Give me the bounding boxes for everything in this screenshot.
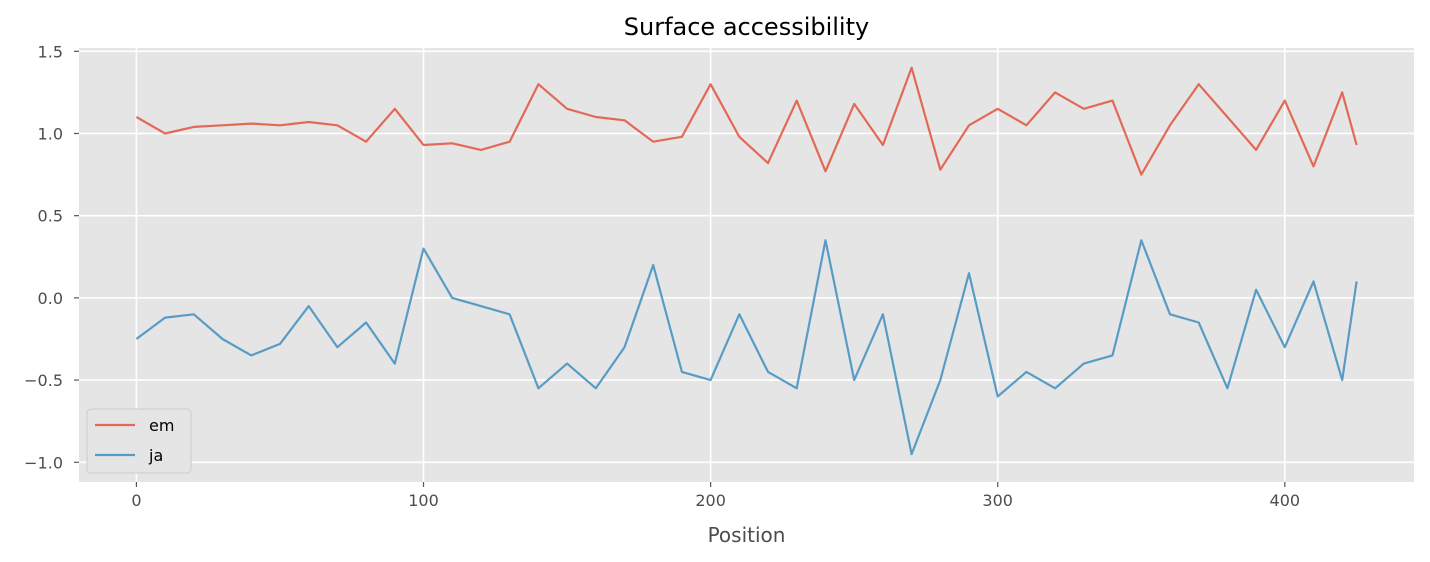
- chart-title: Surface accessibility: [624, 13, 869, 41]
- x-tick-label: 0: [131, 491, 141, 510]
- axis-ticks: 0 100 200 300 400 1.5 1.0 0.5 0.0 −0.5 −1.0: [24, 42, 1300, 510]
- plot-area: [79, 48, 1414, 482]
- y-tick-label: 1.0: [38, 124, 63, 143]
- x-tick-label: 100: [408, 491, 439, 510]
- y-tick-label: 0.5: [38, 207, 63, 226]
- series-line-em: [135, 66, 1358, 176]
- x-axis-label: Position: [708, 523, 786, 547]
- x-tick-label: 200: [695, 491, 726, 510]
- series-line-ja: [135, 239, 1358, 456]
- grid: [79, 48, 1414, 482]
- y-tick-label: 1.5: [38, 42, 63, 61]
- legend: em ja: [86, 408, 192, 474]
- x-tick-label: 300: [982, 491, 1013, 510]
- y-tick-label: −0.5: [24, 371, 63, 390]
- legend-box: [86, 408, 192, 474]
- x-tick-label: 400: [1270, 491, 1301, 510]
- y-tick-label: 0.0: [38, 289, 63, 308]
- series-layer: [135, 66, 1358, 456]
- legend-label-ja: ja: [148, 446, 163, 465]
- y-tick-label: −1.0: [24, 453, 63, 472]
- legend-label-em: em: [149, 416, 174, 435]
